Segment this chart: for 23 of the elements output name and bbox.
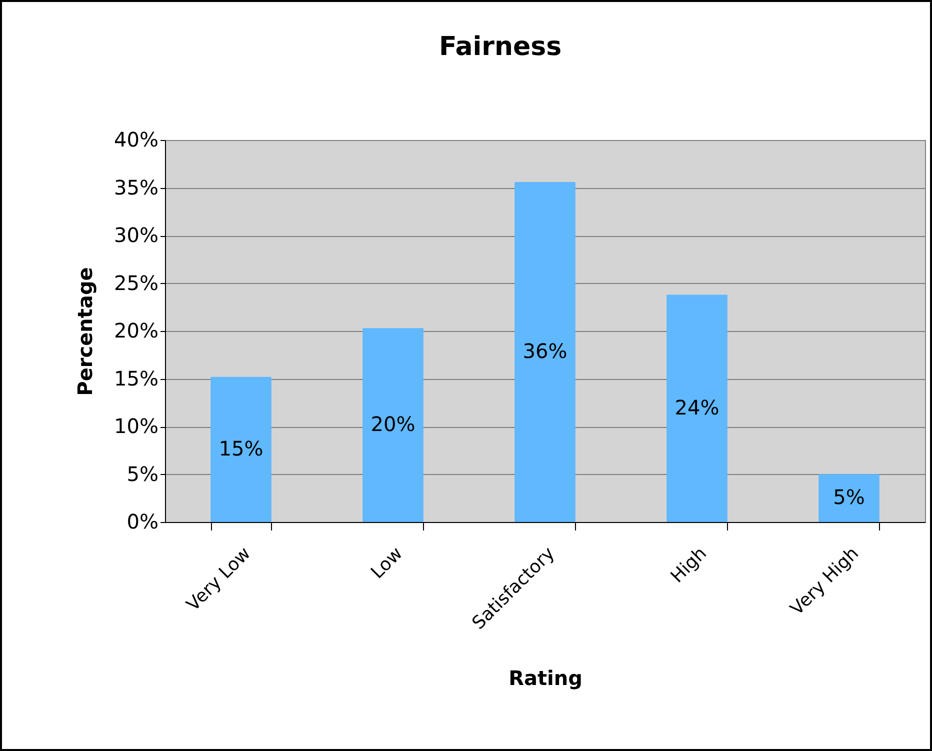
bar <box>666 294 728 522</box>
data-label: 36% <box>522 339 568 364</box>
bar <box>362 328 424 522</box>
y-axis-title: Percentage <box>73 267 98 396</box>
data-label: 20% <box>370 412 416 436</box>
y-tick-label: 30% <box>114 223 158 247</box>
y-tick-label: 15% <box>114 366 158 390</box>
y-tick-label: 35% <box>114 175 158 200</box>
bar <box>210 376 272 522</box>
data-label: 5% <box>833 485 865 510</box>
y-tick-label: 25% <box>114 270 158 295</box>
y-tick-label: 5% <box>126 462 158 486</box>
y-tick-label: 0% <box>126 510 158 534</box>
y-tick-label: 20% <box>114 318 158 342</box>
y-tick-label: 40% <box>114 128 158 152</box>
y-tick-label: 10% <box>114 414 158 438</box>
data-label: 24% <box>674 395 720 420</box>
bar <box>514 182 576 522</box>
chart-title: Fairness <box>438 32 562 62</box>
x-axis-title: Rating <box>508 666 582 690</box>
bar <box>818 474 880 522</box>
data-label: 15% <box>218 436 264 460</box>
x-tick-label: Low <box>367 543 407 584</box>
